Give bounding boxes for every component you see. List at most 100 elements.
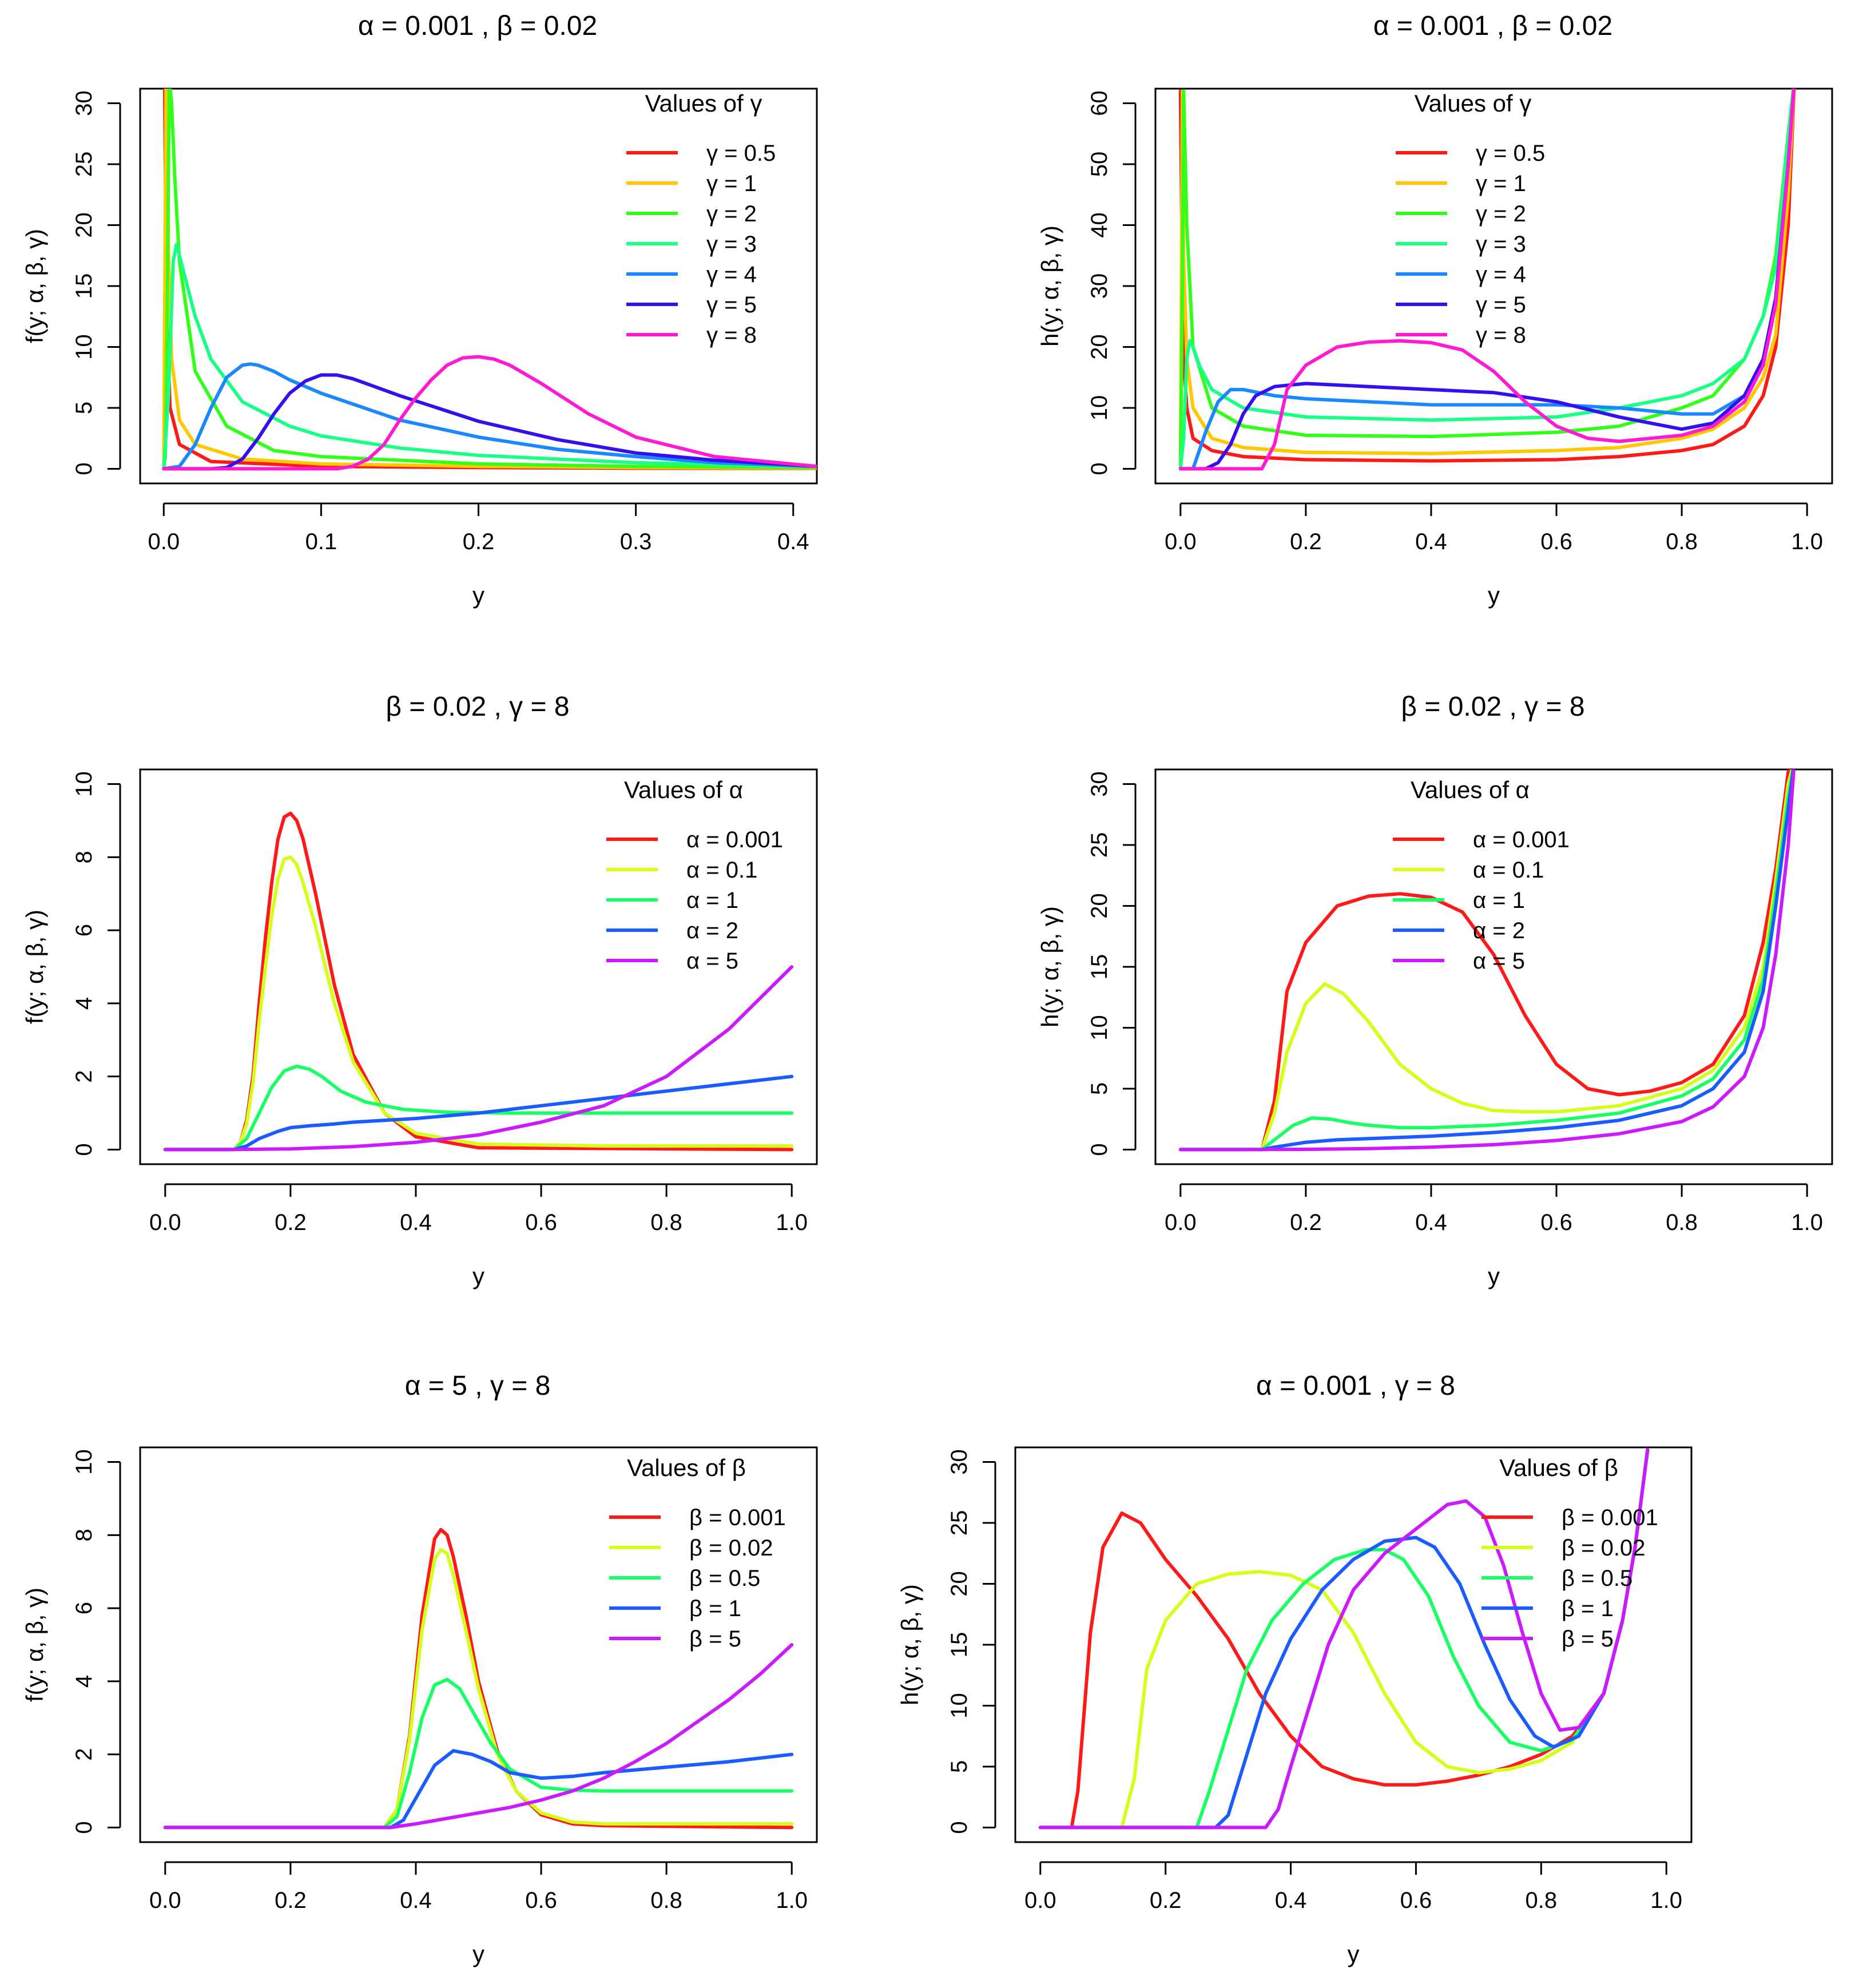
legend-entry: γ = 3 bbox=[1476, 232, 1526, 257]
series-line bbox=[1178, 769, 1796, 1152]
x-axis-label: y bbox=[472, 1941, 484, 1967]
legend-entry: γ = 2 bbox=[1476, 201, 1526, 227]
series-group bbox=[1178, 89, 1796, 471]
y-tick-label: 30 bbox=[72, 90, 97, 116]
x-tick-label: 0.8 bbox=[650, 1210, 682, 1235]
plot-frame bbox=[139, 768, 818, 1165]
series-line bbox=[1038, 1448, 1650, 1830]
y-tick-label: 15 bbox=[947, 1632, 972, 1658]
legend-entry: α = 1 bbox=[1473, 888, 1525, 913]
y-tick-label: 5 bbox=[947, 1760, 972, 1773]
x-tick-label: 0.3 bbox=[620, 529, 652, 554]
x-tick-label: 0.0 bbox=[1165, 529, 1197, 554]
series-line bbox=[163, 1547, 794, 1830]
x-tick-label: 0.4 bbox=[1415, 1210, 1447, 1235]
legend-entry: α = 1 bbox=[686, 888, 738, 913]
y-tick-label: 5 bbox=[1087, 1082, 1112, 1095]
series-line bbox=[1178, 769, 1794, 1152]
legend-title: Values of γ bbox=[1415, 90, 1532, 117]
y-tick-label: 20 bbox=[947, 1571, 972, 1597]
legend-entry: γ = 1 bbox=[706, 171, 757, 196]
x-tick-label: 0.6 bbox=[525, 1210, 557, 1235]
legend-entry: γ = 4 bbox=[1476, 262, 1526, 287]
y-tick-label: 20 bbox=[72, 212, 97, 238]
series-line bbox=[162, 89, 817, 471]
y-axis: 0 5 10 15 20 25 30 bbox=[1087, 771, 1137, 1156]
series-line bbox=[1178, 769, 1792, 1152]
y-tick-label: 4 bbox=[72, 997, 97, 1010]
legend: Values of β β = 0.001 β = 0.02 β = 0.5 β = 1… bbox=[1481, 1454, 1658, 1652]
series-group bbox=[163, 1527, 794, 1830]
legend-title: Values of γ bbox=[645, 90, 762, 117]
y-tick-label: 2 bbox=[72, 1748, 97, 1761]
y-tick-label: 60 bbox=[1087, 90, 1112, 116]
x-tick-label: 1.0 bbox=[1791, 529, 1823, 554]
series-line bbox=[1038, 1448, 1650, 1830]
legend-entry: β = 5 bbox=[1562, 1626, 1614, 1652]
y-axis-label: h(y; α, β, γ) bbox=[896, 1584, 923, 1705]
chart-title: β = 0.02 , γ = 8 bbox=[386, 692, 569, 722]
x-tick-label: 0.0 bbox=[1024, 1888, 1056, 1913]
y-axis: 0 2 4 6 8 10 bbox=[72, 771, 121, 1156]
legend-entry: β = 0.5 bbox=[1562, 1566, 1632, 1591]
legend-entry: α = 2 bbox=[686, 918, 738, 943]
legend: Values of α α = 0.001 α = 0.1 α = 1 α = 2 α =… bbox=[1393, 776, 1570, 974]
y-tick-label: 30 bbox=[1087, 771, 1112, 797]
chart-title: α = 0.001 , β = 0.02 bbox=[358, 11, 597, 41]
y-tick-label: 0 bbox=[947, 1821, 972, 1834]
legend-entry: β = 0.001 bbox=[1562, 1505, 1658, 1530]
x-tick-label: 0.2 bbox=[275, 1210, 307, 1235]
legend-entry: α = 5 bbox=[1473, 949, 1525, 974]
x-tick-label: 0.4 bbox=[1415, 529, 1447, 554]
legend-entry: β = 0.02 bbox=[1562, 1535, 1645, 1561]
x-tick-label: 0.8 bbox=[650, 1888, 682, 1913]
plot-frame bbox=[139, 1446, 818, 1843]
plot-frame bbox=[1014, 1446, 1693, 1843]
chart-title: α = 0.001 , γ = 8 bbox=[1256, 1371, 1455, 1401]
legend-entry: α = 0.001 bbox=[1473, 827, 1570, 852]
series-line bbox=[163, 965, 794, 1152]
y-axis: 0 5 10 15 20 25 30 bbox=[947, 1449, 996, 1834]
series-line bbox=[163, 1074, 794, 1152]
chart-panel-p3: β = 0.02 , γ = 8 0.0 0.2 0.4 0.6 0.8 1.0 y 0 2 4 6 8… bbox=[21, 692, 818, 1289]
legend-entry: γ = 1 bbox=[1476, 171, 1526, 196]
y-tick-label: 15 bbox=[72, 273, 97, 299]
x-tick-label: 1.0 bbox=[776, 1210, 808, 1235]
series-line bbox=[1178, 89, 1796, 471]
legend-entry: α = 0.001 bbox=[686, 827, 783, 852]
series-line bbox=[162, 355, 817, 471]
y-tick-label: 0 bbox=[1087, 1143, 1112, 1156]
legend-entry: γ = 5 bbox=[1476, 292, 1526, 318]
legend-entry: β = 5 bbox=[689, 1626, 741, 1652]
y-tick-label: 10 bbox=[72, 1449, 97, 1475]
y-axis-label: f(y; α, β, γ) bbox=[21, 1588, 48, 1702]
y-axis-label: h(y; α, β, γ) bbox=[1036, 225, 1063, 347]
legend-entry: γ = 5 bbox=[706, 292, 757, 318]
y-tick-label: 50 bbox=[1087, 152, 1112, 177]
y-tick-label: 10 bbox=[1087, 1015, 1112, 1041]
x-axis: 0.0 0.2 0.4 0.6 0.8 1.0 bbox=[149, 1183, 808, 1235]
legend-entry: γ = 8 bbox=[1476, 323, 1526, 348]
x-tick-label: 0.2 bbox=[1290, 1210, 1322, 1235]
legend-entry: γ = 2 bbox=[706, 201, 757, 227]
y-tick-label: 40 bbox=[1087, 212, 1112, 238]
x-tick-label: 0.6 bbox=[525, 1888, 557, 1913]
series-group bbox=[163, 811, 794, 1152]
y-tick-label: 30 bbox=[947, 1449, 972, 1475]
x-axis: 0.0 0.2 0.4 0.6 0.8 1.0 bbox=[149, 1861, 808, 1913]
legend-entry: γ = 0.5 bbox=[1476, 141, 1545, 166]
legend-entry: α = 0.1 bbox=[686, 858, 757, 883]
x-tick-label: 0.2 bbox=[463, 529, 495, 554]
chart-title: β = 0.02 , γ = 8 bbox=[1401, 692, 1584, 722]
x-tick-label: 0.6 bbox=[1540, 529, 1572, 554]
legend-entry: γ = 3 bbox=[706, 232, 757, 257]
series-line bbox=[163, 1749, 794, 1830]
y-tick-label: 20 bbox=[1087, 893, 1112, 919]
chart-panel-p4: β = 0.02 , γ = 8 0.0 0.2 0.4 0.6 0.8 1.0 y 0 5 10 1… bbox=[1036, 692, 1833, 1289]
plot-frame bbox=[139, 88, 818, 485]
x-tick-label: 0.0 bbox=[1165, 1210, 1197, 1235]
series-line bbox=[1038, 1448, 1650, 1830]
y-tick-label: 15 bbox=[1087, 954, 1112, 980]
chart-title: α = 5 , γ = 8 bbox=[405, 1371, 551, 1401]
